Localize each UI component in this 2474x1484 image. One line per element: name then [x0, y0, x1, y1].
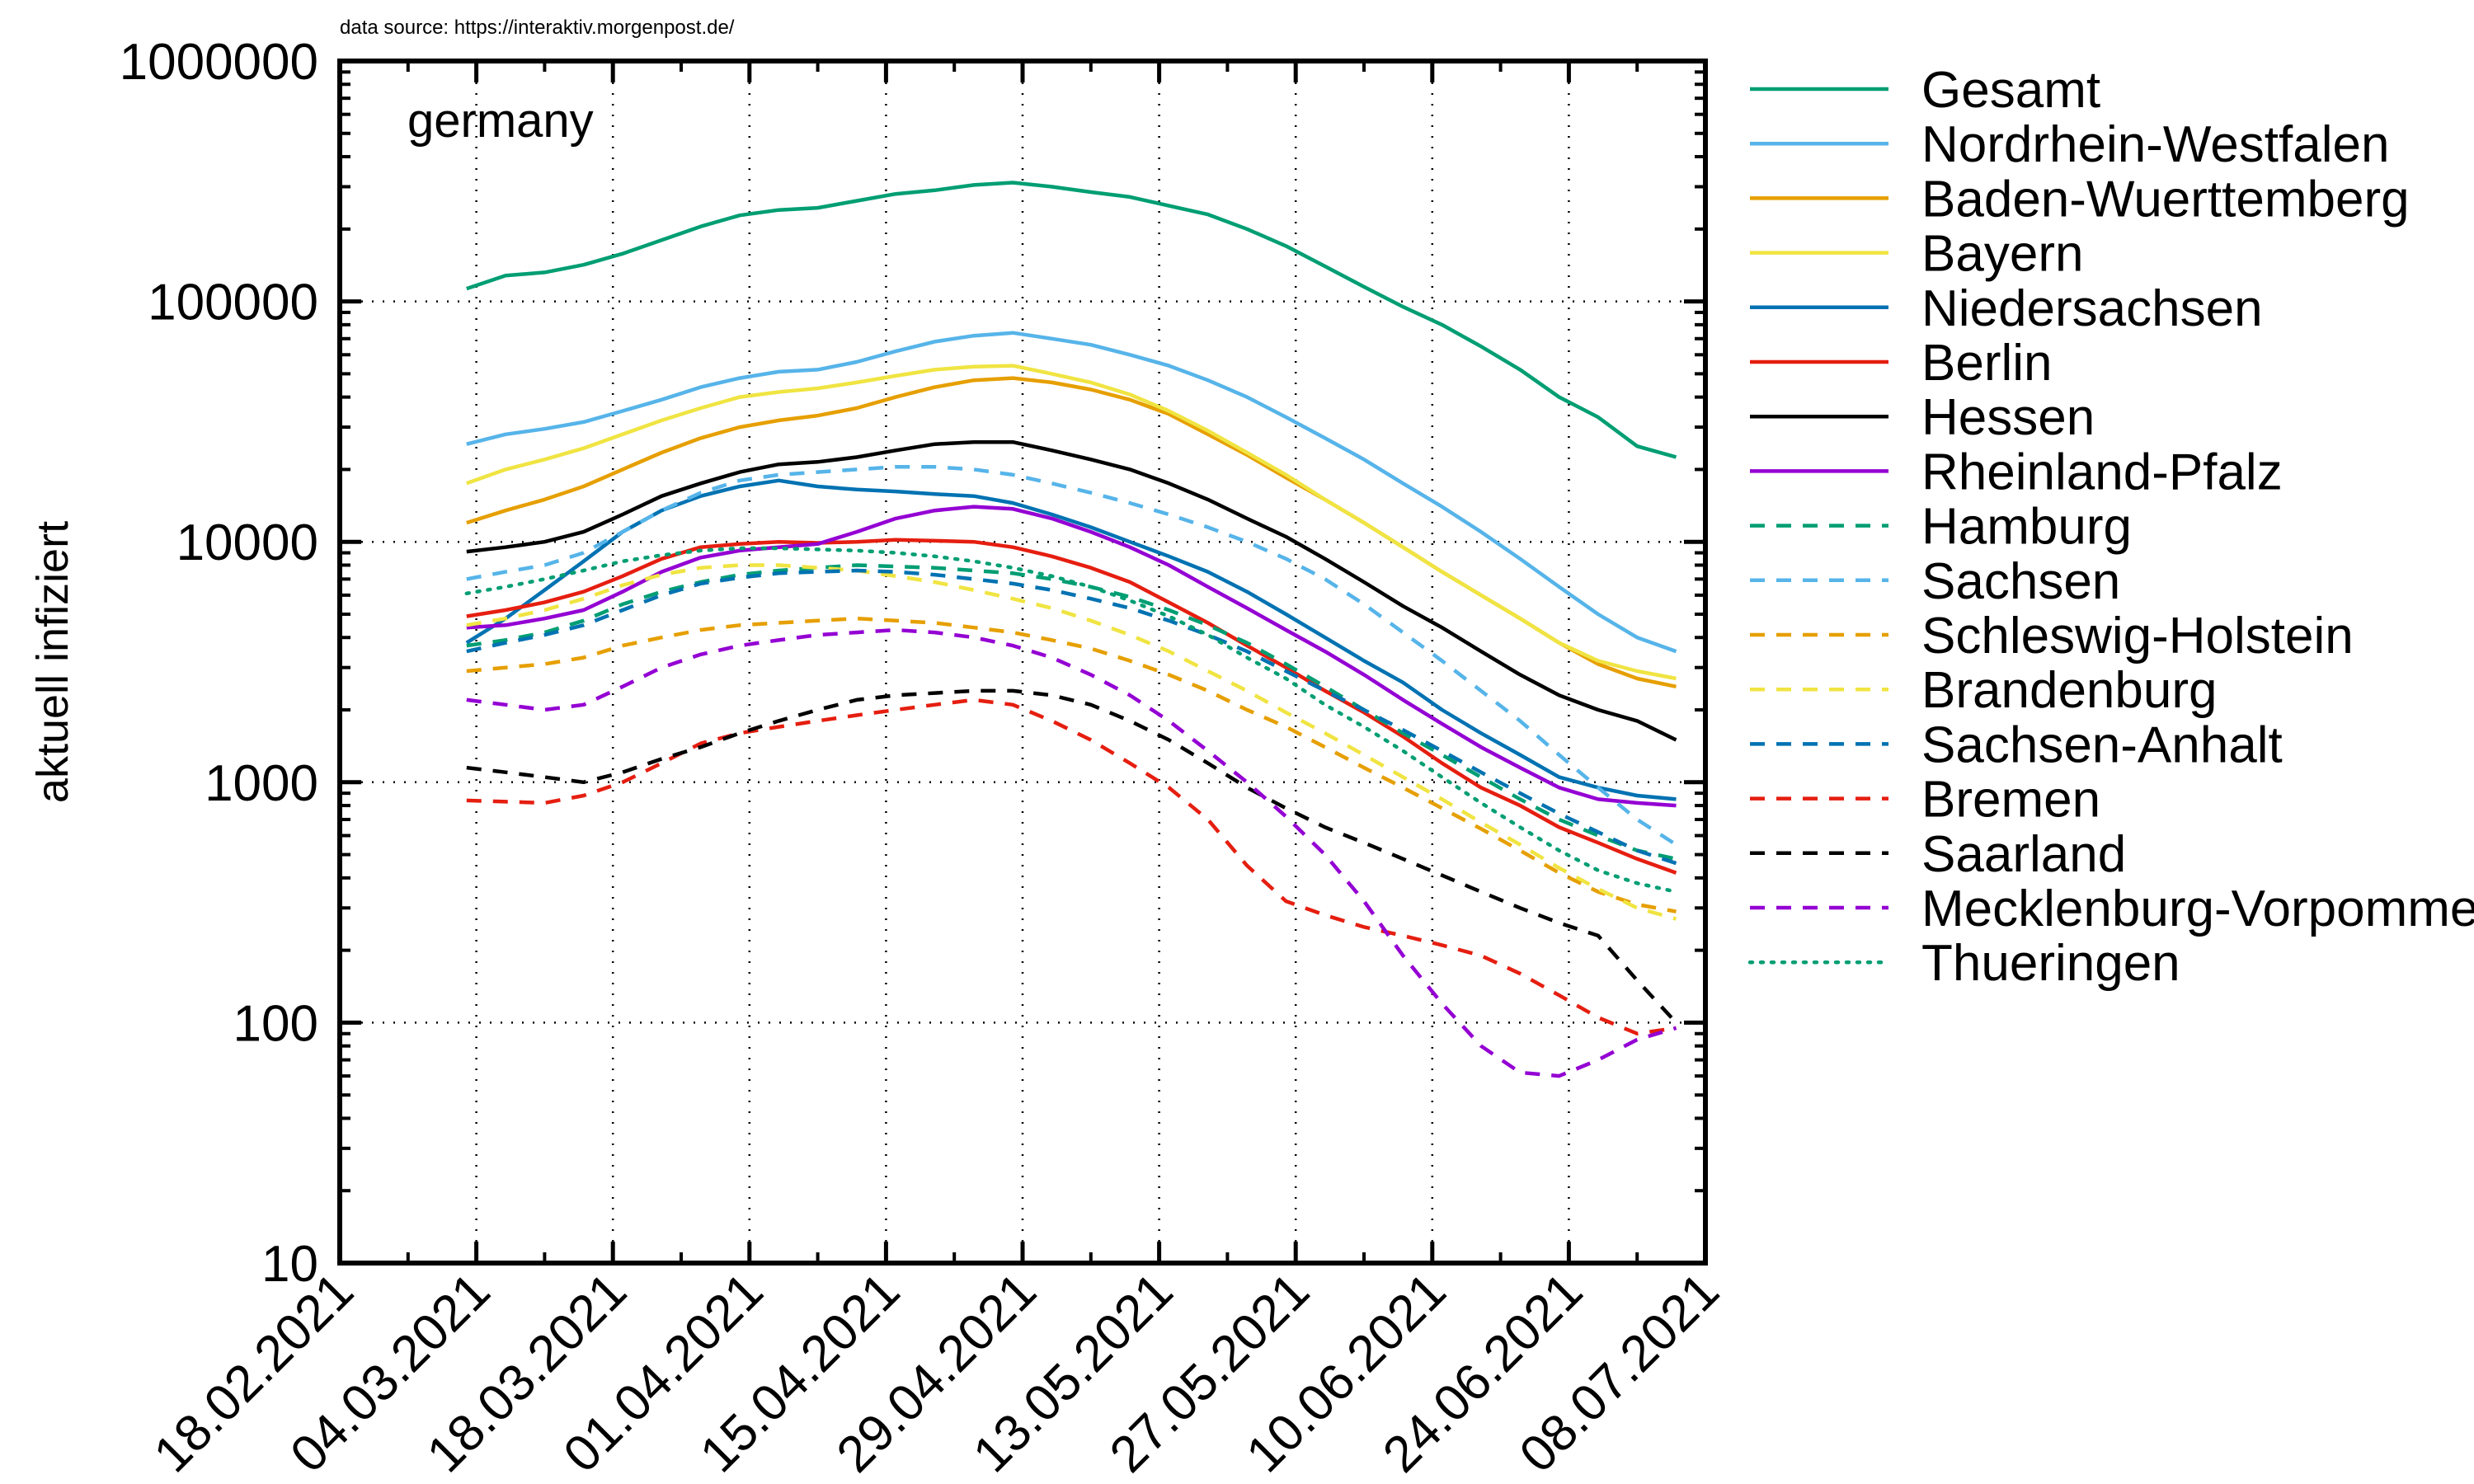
legend-label: Berlin — [1921, 335, 2053, 392]
series-line — [464, 546, 1678, 894]
series-line — [466, 364, 1677, 681]
legend: GesamtNordrhein-WestfalenBaden-Wuerttemb… — [1747, 62, 2474, 992]
y-tick-label: 1000000 — [120, 34, 318, 91]
inset-label: germany — [407, 94, 594, 148]
legend-label: Sachsen — [1921, 553, 2120, 610]
legend-label: Sachsen-Anhalt — [1921, 716, 2283, 773]
y-tick-label: 10000 — [176, 514, 318, 571]
y-tick-label: 10 — [261, 1236, 318, 1293]
legend-label: Nordrhein-Westfalen — [1921, 116, 2389, 173]
y-tick-label: 100 — [233, 995, 318, 1052]
grid — [340, 61, 1705, 1263]
source-note: data source: https://interaktiv.morgenpo… — [340, 16, 735, 39]
legend-label: Saarland — [1921, 826, 2126, 883]
legend-label: Hessen — [1921, 389, 2095, 446]
legend-label: Niedersachsen — [1921, 280, 2263, 337]
series-line — [466, 688, 1678, 1024]
series-line — [466, 616, 1677, 913]
legend-label: Bremen — [1921, 772, 2100, 829]
legend-label: Rheinland-Pfalz — [1921, 444, 2283, 500]
legend-label: Schleswig-Holstein — [1921, 608, 2354, 665]
y-axis-label: aktuell infiziert — [28, 521, 78, 803]
x-tick-labels: 18.02.202104.03.202118.03.202101.04.2021… — [143, 1262, 1730, 1483]
legend-label: Gesamt — [1921, 62, 2100, 119]
series-line — [466, 563, 1677, 861]
series-line — [466, 181, 1677, 459]
series-line — [466, 505, 1677, 808]
series-line — [466, 538, 1677, 875]
y-tick-label: 1000 — [205, 755, 318, 812]
series-line — [466, 439, 1677, 742]
series-line — [466, 627, 1677, 1078]
ticks — [337, 59, 1708, 1266]
series-line — [466, 465, 1677, 847]
plot-lines — [464, 181, 1678, 1078]
series-line — [466, 697, 1677, 1036]
series-line — [465, 478, 1677, 801]
legend-label: Brandenburg — [1921, 662, 2218, 719]
y-tick-label: 100000 — [148, 275, 318, 331]
series-line — [466, 568, 1677, 866]
legend-label: Hamburg — [1921, 499, 2132, 556]
legend-label: Bayern — [1921, 226, 2083, 283]
legend-label: Thueringen — [1921, 935, 2180, 992]
series-line — [466, 563, 1677, 921]
series-line — [466, 331, 1677, 654]
legend-label: Mecklenburg-Vorpommern — [1921, 881, 2474, 937]
legend-label: Baden-Wuerttemberg — [1921, 171, 2410, 228]
y-tick-labels: 10 100 1000 10000 100000 1000000 — [120, 34, 318, 1293]
